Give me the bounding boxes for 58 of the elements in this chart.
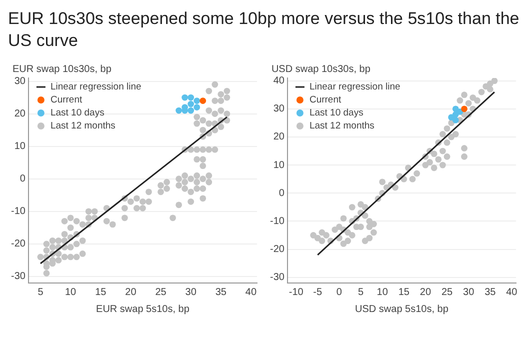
y-tick-label: -20 [11,238,26,250]
point [188,94,194,101]
point [182,94,188,101]
y-tick-label: 0 [278,188,285,199]
legend-label: Current [50,94,82,106]
x-tick-label: 25 [155,286,167,298]
x-tick-label: 30 [185,286,197,298]
y-tick-label: 40 [273,76,285,87]
y-tick-label: 30 [273,104,285,115]
x-tick-label: 35 [215,286,227,298]
chart-title: EUR 10s30s steepened some 10bp more versus the 5s10s than the US curve [8,8,520,52]
point [188,100,194,108]
y-tick-label: 10 [273,160,285,171]
x-tick-label: -10 [288,286,304,298]
x-axis-title: USD swap 5s10s, bp [355,304,449,315]
point [194,104,200,110]
x-tick-label: -5 [313,286,323,298]
x-tick-label: 35 [484,286,496,298]
legend-label: Current [309,94,342,106]
point [176,107,182,114]
point [452,116,459,124]
y-tick-label: -10 [11,206,26,218]
y-tick-label: 30 [14,76,26,88]
x-tick-label: 30 [463,286,475,298]
y-tick-label: -30 [11,271,26,282]
y-tick-label: 10 [14,141,26,152]
point [200,98,206,104]
x-tick-label: 25 [441,286,454,298]
legend-label: Linear regression line [309,82,400,93]
x-tick-label: 5 [38,286,44,298]
y-axis-title: USD swap 10s30s, bp [271,64,371,75]
y-tick-label: -30 [270,272,285,284]
point [456,108,464,115]
x-tick-label: 20 [420,286,432,298]
legend-label: Last 12 months [309,120,375,132]
y-tick-label: 20 [273,132,285,143]
point [461,106,468,112]
x-tick-label: 0 [336,286,342,298]
y-tick-label: 0 [20,174,26,185]
x-tick-label: 5 [358,286,364,298]
point [194,98,200,104]
y-tick-label: -10 [270,216,285,227]
y-tick-label: -20 [270,244,285,256]
legend-label: Last 10 days [50,108,105,119]
y-axis-title: EUR swap 10s30s, bp [12,64,112,75]
y-tick-label: 20 [14,108,26,120]
legend-label: Linear regression line [50,82,142,93]
x-tick-label: 10 [376,286,388,298]
x-tick-label: 20 [125,286,137,298]
point [188,107,194,114]
x-tick-label: 40 [245,286,257,298]
x-tick-label: 15 [398,286,410,298]
x-tick-label: 40 [506,286,518,298]
x-tick-label: 10 [64,286,77,298]
x-axis-title: EUR swap 5s10s, bp [96,304,190,315]
x-tick-label: 15 [95,286,107,298]
legend-label: Last 10 days [309,108,364,119]
legend-label: Last 12 months [50,120,116,132]
